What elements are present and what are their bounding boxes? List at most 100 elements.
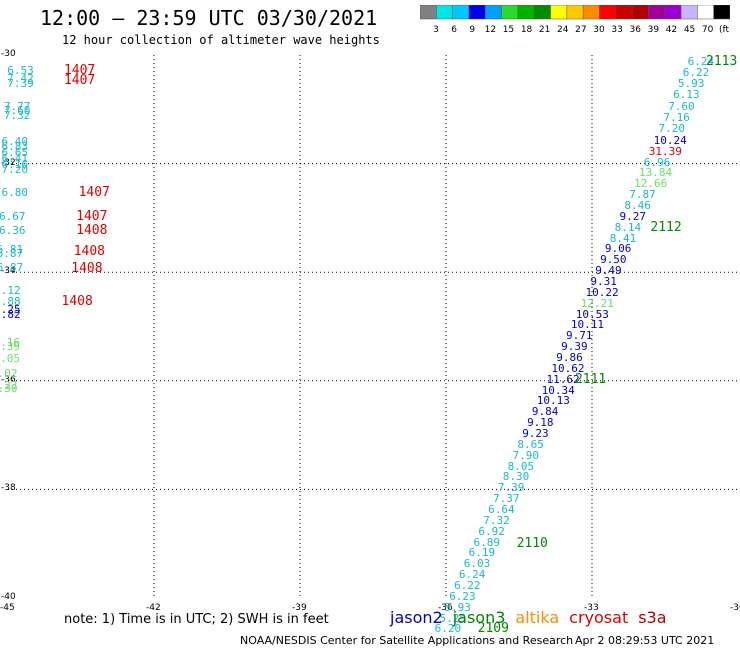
- wave-height-label: 14.23: [0, 379, 18, 393]
- legend-tick-label: 18: [521, 25, 533, 35]
- wave-height-label: 6.92: [478, 524, 505, 538]
- wave-height-label: 11.62: [546, 372, 580, 386]
- longitude-label: -45: [0, 603, 15, 613]
- wave-height-label: 9.25: [0, 303, 21, 317]
- wave-height-label: 10.34: [541, 383, 575, 397]
- legend-tick-label: 33: [611, 25, 622, 35]
- pass-number-label: 1408: [73, 243, 105, 259]
- longitude-label: -39: [292, 603, 307, 613]
- pass-number-label: 1408: [76, 223, 108, 239]
- wave-height-label: 6.13: [673, 88, 700, 102]
- wave-height-label: 14.02: [0, 366, 18, 380]
- pass-number-label: 2111: [574, 371, 607, 387]
- wave-height-label: 9.84: [531, 405, 559, 419]
- pass-number-label: 2110: [516, 535, 548, 551]
- wave-height-label: 8.30: [502, 470, 530, 484]
- legend-tick-label: 42: [666, 25, 677, 35]
- wave-height-label: 12.16: [0, 335, 20, 349]
- footer-credit: NOAA/NESDIS Center for Satellite Applica…: [240, 634, 574, 647]
- satellite-name: altika: [515, 608, 560, 627]
- pass-number-label: 1407: [63, 63, 96, 79]
- pass-number-label: 1407: [78, 185, 110, 201]
- legend-tick-label: 3: [433, 25, 439, 35]
- wave-height-label: 12.66: [634, 177, 668, 191]
- satellite-name: jason3: [452, 608, 506, 627]
- wave-height-label: 9.18: [527, 416, 554, 430]
- wave-height-label: 10.62: [551, 361, 585, 375]
- wave-height-label: 7.12: [0, 284, 21, 298]
- wave-height-label: 9.71: [566, 329, 593, 343]
- longitude-label: -36: [438, 603, 453, 613]
- longitude-label: -30: [730, 603, 740, 613]
- wave-height-label: 12.39: [0, 340, 20, 354]
- pass-number-label: 1408: [61, 294, 93, 310]
- wave-height-label: 6.16: [1, 157, 28, 171]
- wave-height-label: 9.23: [522, 427, 549, 440]
- satellite-legend: jason2 jason3 altika cryosat s3a: [390, 608, 677, 627]
- latitude-label: -40: [1, 592, 16, 602]
- wave-height-label: 5.25: [439, 611, 466, 625]
- pass-number-label: 1407: [63, 72, 96, 88]
- wave-height-label: 6.83: [1, 140, 28, 154]
- wave-height-label: 6.96: [643, 155, 671, 169]
- latitude-label: -30: [1, 49, 16, 59]
- wave-height-label: 7.32: [483, 513, 510, 527]
- map-subtitle: 12 hour collection of altimeter wave hei…: [62, 33, 380, 47]
- wave-height-label: 9.39: [561, 340, 588, 354]
- legend-tick-label: 45: [684, 25, 695, 35]
- pass-number-label: 2113: [706, 53, 738, 69]
- footer-note: note: 1) Time is in UTC; 2) SWH is in fe…: [64, 612, 329, 627]
- legend-tick-label: 21: [539, 25, 550, 35]
- map-title: 12:00 – 23:59 UTC 03/30/2021: [40, 6, 378, 30]
- wave-height-label: 7.77: [3, 99, 31, 113]
- wave-height-label: 8.41: [609, 231, 637, 245]
- wave-height-label: 6.87: [0, 246, 24, 260]
- footer-timestamp: Apr 2 08:29:53 UTC 2021: [575, 634, 715, 647]
- wave-height-label: 6.89: [473, 535, 501, 549]
- wave-height-label: 6.64: [488, 503, 515, 517]
- wave-height-label: 6.20: [434, 622, 462, 636]
- wave-height-label: 8.46: [624, 198, 651, 212]
- pass-number-label: 2112: [650, 219, 682, 235]
- wave-height-label: 6.22: [454, 579, 481, 593]
- wave-height-label: 7.60: [3, 104, 31, 118]
- wave-height-label: 5.93: [444, 600, 471, 614]
- legend-tick-label: 15: [503, 25, 514, 35]
- wave-height-label: 8.05: [507, 459, 535, 473]
- satellite-name: jason2: [390, 608, 443, 627]
- legend-tick-label: 70: [702, 25, 714, 35]
- wave-height-label: 6.03: [463, 557, 491, 571]
- wave-height-label: 9.49: [595, 264, 622, 278]
- wave-height-label: 6.65: [1, 145, 28, 159]
- lat-lon-grid: [8, 55, 738, 598]
- legend-tick-label: 6: [451, 25, 457, 35]
- pass-number-label: 1407: [76, 208, 108, 224]
- legend-tick-label: 9: [469, 25, 475, 35]
- wave-height-label: 7.42: [7, 71, 34, 85]
- wave-height-label: 12.21: [580, 296, 614, 310]
- wave-height-label: 6.24: [458, 568, 486, 582]
- wave-height-label: 5.93: [677, 77, 705, 91]
- wave-height-label: 9.86: [556, 350, 583, 364]
- latitude-label: -38: [1, 483, 16, 494]
- wave-height-label: 7.20: [658, 121, 685, 135]
- map-frame: [0, 55, 740, 605]
- wave-height-label: 7.39: [497, 481, 525, 495]
- wave-height-label: 6.24: [687, 54, 715, 68]
- wave-height-label: 6.22: [682, 66, 710, 80]
- wave-height-label: 6.19: [468, 546, 496, 560]
- wave-height-label: 14.30: [0, 382, 18, 396]
- legend-tick-label: 27: [575, 25, 586, 35]
- wave-height-label: 9.50: [600, 253, 627, 267]
- latitude-label: -32: [1, 157, 16, 168]
- wave-height-label: 13.84: [639, 166, 673, 180]
- wave-height-label: 7.88: [0, 295, 21, 309]
- longitude-label: -33: [584, 603, 599, 613]
- wave-height-label: 6.41: [1, 152, 28, 166]
- legend-tick-label: 36: [629, 25, 641, 35]
- wave-height-label: 7.32: [3, 109, 31, 123]
- wave-height-label: 7.60: [668, 100, 695, 114]
- wave-height-label: 7.90: [512, 448, 539, 462]
